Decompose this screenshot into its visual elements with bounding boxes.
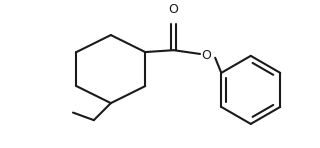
Text: O: O bbox=[202, 49, 212, 62]
Text: O: O bbox=[169, 3, 179, 16]
